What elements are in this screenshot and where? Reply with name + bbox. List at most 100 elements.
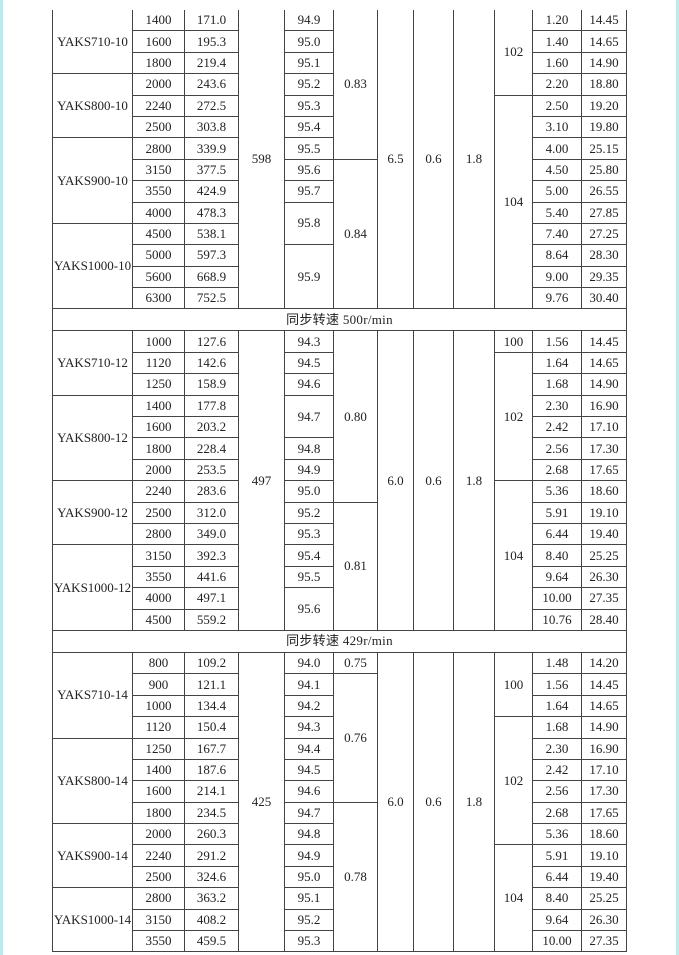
weight-cell: 28.40 [581,608,627,631]
inertia-cell: 5.36 [532,823,582,846]
current-cell: 150.4 [184,716,239,739]
power-cell: 3150 [132,908,185,932]
table-row: 2240 272.5 95.3 104 2.50 19.20 [53,94,627,310]
current-cell: 272.5 [184,94,239,117]
speed-cell: 598 [238,10,285,310]
table-row: 4500 559.2 10.76 28.40 [53,608,627,631]
current-cell: 312.0 [184,501,239,524]
model-cell: YAKS900-14 [52,823,133,889]
inertia-cell: 8.40 [532,544,582,567]
start-current-ratio-cell: 6.5 [377,10,414,310]
motor-spec-table: YAKS710-10 1400 171.0 598 94.9 0.83 6.5 0.6 1.8 1… [52,10,627,953]
efficiency-cell: 94.3 [284,716,334,739]
weight-cell: 25.80 [581,158,627,182]
inertia-cell: 4.50 [532,158,582,182]
model-cell: YAKS900-10 [52,137,133,224]
inertia-cell: 2.42 [532,416,582,439]
efficiency-cell: 95.7 [284,180,334,203]
current-cell: 497.1 [184,587,239,610]
efficiency-cell: 94.3 [284,330,334,353]
power-cell: 3150 [132,158,185,182]
current-cell: 377.5 [184,158,239,182]
power-cell: 1250 [132,373,185,396]
inertia-cell: 1.56 [532,673,582,696]
weight-cell: 19.80 [581,115,627,139]
power-cell: 2500 [132,865,185,889]
efficiency-cell: 95.1 [284,887,334,910]
model-cell: YAKS1000-14 [52,887,133,953]
current-cell: 459.5 [184,930,239,953]
current-cell: 559.2 [184,608,239,631]
inertia-cell: 9.76 [532,287,582,310]
inertia-cell: 1.48 [532,651,582,675]
weight-cell: 27.35 [581,930,627,953]
power-cell: 1800 [132,801,185,825]
power-cell: 1800 [132,437,185,460]
table-row: 1120 142.6 94.5 102 1.64 14.65 [53,351,627,482]
weight-cell: 18.60 [581,480,627,503]
current-cell: 167.7 [184,737,239,760]
table-row: 1800 234.5 94.7 0.78 2.68 17.65 [53,801,627,953]
table-row: 1400 187.6 94.5 2.42 17.10 [53,758,627,782]
inertia-cell: 2.20 [532,73,582,96]
inertia-cell: 5.36 [532,480,582,503]
weight-cell: 17.30 [581,437,627,460]
weight-cell: 18.80 [581,73,627,96]
weight-cell: 19.10 [581,844,627,867]
weight-cell: 27.35 [581,587,627,610]
speed-cell: 425 [238,651,285,953]
inertia-cell: 8.64 [532,244,582,267]
weight-cell: 19.40 [581,522,627,546]
power-cell: 4500 [132,608,185,631]
weight-cell: 14.65 [581,351,627,375]
table-row: 3150 377.5 95.6 0.84 4.50 25.80 [53,158,627,310]
power-cell: 1400 [132,758,185,782]
efficiency-cell: 95.8 [284,201,334,246]
inertia-cell: 1.56 [532,330,582,353]
inertia-cell: 2.56 [532,437,582,460]
power-factor-cell: 0.76 [333,673,378,803]
efficiency-cell: 94.6 [284,780,334,803]
inertia-cell: 4.00 [532,137,582,160]
table-row: 1250 158.9 94.6 1.68 14.90 [53,373,627,396]
weight-cell: 17.10 [581,758,627,782]
table-row: 6300 752.5 9.76 30.40 [53,287,627,310]
inertia-cell: 8.40 [532,887,582,910]
power-cell: 3150 [132,544,185,567]
weight-cell: 26.30 [581,908,627,932]
table-row: YAKS710-12 1000 127.6 497 94.3 0.80 6.0 0.6 1.8 1… [52,330,627,631]
current-cell: 214.1 [184,780,239,803]
table-row: 5000 597.3 95.9 8.64 28.30 [53,244,627,310]
weight-cell: 14.45 [581,10,627,32]
power-cell: 1600 [132,30,185,53]
power-factor-cell: 0.84 [333,158,378,310]
table-row: YAKS710-14 800 109.2 425 94.0 0.75 6.0 0.6 1.8 10… [52,651,627,953]
table-row: 3550 441.6 95.5 9.64 26.30 [53,565,627,589]
power-factor-cell: 0.80 [333,330,378,503]
efficiency-cell: 94.2 [284,694,334,718]
efficiency-cell: 94.7 [284,394,334,439]
table-body: YAKS710-10 1400 171.0 598 94.9 0.83 6.5 0.6 1.8 1… [52,10,627,953]
current-cell: 228.4 [184,437,239,460]
inertia-cell: 5.40 [532,201,582,224]
page-edge-left [0,0,3,955]
start-torque-ratio-cell: 0.6 [413,330,454,631]
current-cell: 363.2 [184,887,239,910]
weight-cell: 19.20 [581,94,627,117]
inertia-cell: 9.64 [532,565,582,589]
table-row: 4000 497.1 95.6 10.00 27.35 [53,587,627,631]
noise-cell: 104 [494,480,533,631]
current-cell: 668.9 [184,265,239,289]
weight-cell: 14.45 [581,330,627,353]
power-cell: 1400 [132,394,185,418]
weight-cell: 16.90 [581,737,627,760]
efficiency-cell: 94.6 [284,373,334,396]
efficiency-cell: 94.7 [284,801,334,825]
weight-cell: 14.90 [581,373,627,396]
table-row: 2240 291.2 94.9 104 5.91 19.10 [53,844,627,953]
inertia-cell: 7.40 [532,222,582,246]
inertia-cell: 9.00 [532,265,582,289]
current-cell: 408.2 [184,908,239,932]
current-cell: 260.3 [184,823,239,846]
noise-cell: 104 [494,844,533,953]
